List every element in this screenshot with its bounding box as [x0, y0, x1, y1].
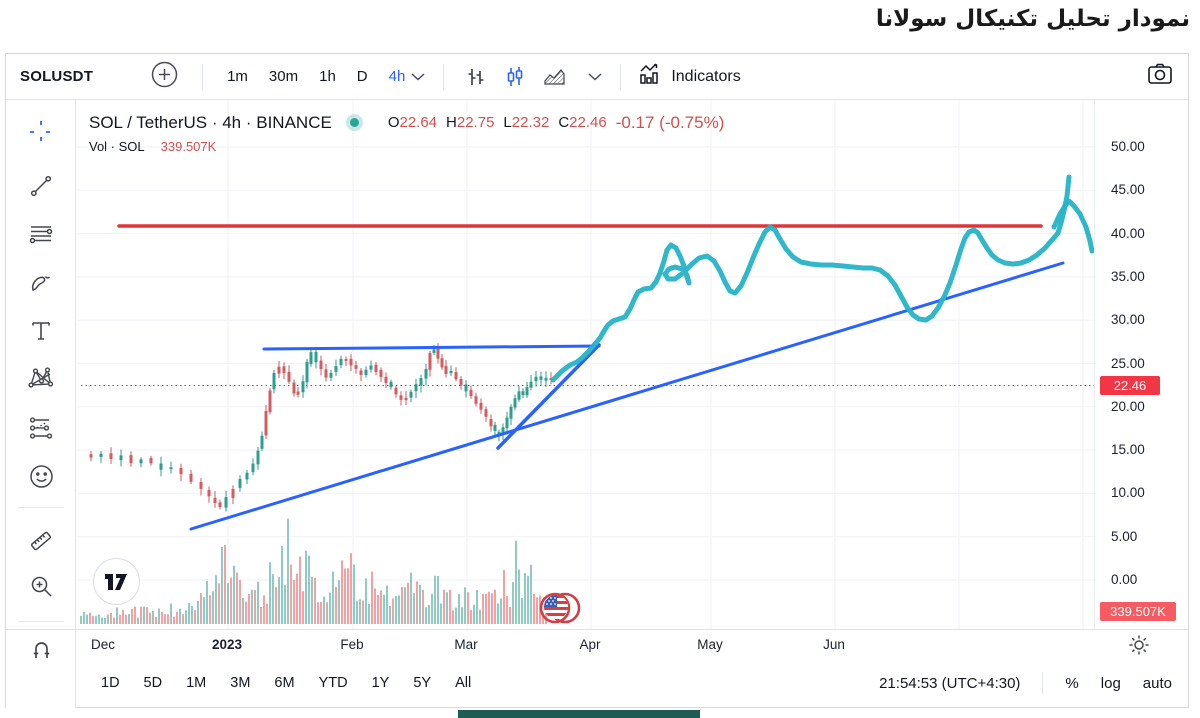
chart-type-dropdown-chevron[interactable]: [588, 68, 602, 86]
month-label-2023: 2023: [211, 637, 243, 652]
plus-circle-icon: [151, 61, 178, 93]
indicators-label: Indicators: [671, 67, 741, 85]
log-scale-button[interactable]: log: [1100, 674, 1121, 692]
ohlc-value: 22.64: [399, 114, 438, 131]
toolbar-separator: [620, 63, 622, 90]
chart-canvas[interactable]: [77, 100, 1096, 631]
chart-panel: SOLUSDT 1m 30m 1h D 4h: [5, 53, 1189, 708]
toolbar-separator: [202, 63, 204, 90]
price-tick-label: 0.00: [1111, 572, 1138, 587]
top-toolbar: SOLUSDT 1m 30m 1h D 4h: [6, 54, 1188, 100]
range-button-1d[interactable]: 1D: [101, 675, 120, 691]
sidebar-divider: [18, 621, 64, 622]
sidebar-item-magnet[interactable]: [27, 635, 55, 663]
ohlc-letter: C: [558, 114, 570, 131]
interval-button-30m[interactable]: 30m: [268, 68, 299, 85]
ohlc-value: 22.46: [569, 114, 607, 131]
sidebar-item-emoji[interactable]: [27, 462, 55, 490]
legend-volume-value: 339.507K: [160, 139, 217, 154]
price-tick-label: 10.00: [1111, 485, 1145, 501]
price-tick-label: 5.00: [1111, 528, 1138, 544]
interval-group: 1m 30m 1h D 4h: [227, 68, 405, 85]
timezone-sun-icon[interactable]: [1128, 634, 1150, 661]
price-tick-label: 35.00: [1111, 268, 1145, 284]
sidebar-item-trend-line[interactable]: [27, 172, 55, 200]
month-label-feb: Feb: [340, 637, 364, 652]
area-chart-type-icon[interactable]: [542, 65, 567, 89]
price-tick-label: 40.00: [1111, 225, 1145, 241]
sidebar-divider: [18, 507, 64, 508]
month-label-jun: Jun: [823, 637, 845, 652]
last-price-badge: 22.46: [1100, 376, 1160, 395]
interval-button-1m[interactable]: 1m: [227, 68, 248, 85]
chart-legend: SOL / TetherUS · 4h · BINANCE O 22.64 H 22.…: [89, 114, 724, 153]
sidebar-item-xabcd-pattern[interactable]: [27, 364, 55, 392]
legend-series-title: SOL / TetherUS · 4h · BINANCE: [89, 113, 332, 132]
price-axis[interactable]: 22.46 339.507K 50.00 45.00 40.00 35.00 30.00…: [1094, 100, 1188, 631]
range-button-3m[interactable]: 3M: [230, 675, 251, 691]
volume-badge: 339.507K: [1100, 602, 1176, 621]
symbol-button[interactable]: SOLUSDT: [20, 68, 94, 85]
sidebar-item-crosshair[interactable]: [27, 118, 55, 146]
page-title: نمودار تحلیل تکنیکال سولانا: [875, 6, 1190, 32]
price-tick-label: 25.00: [1111, 355, 1145, 371]
price-tick-label: 20.00: [1111, 398, 1145, 414]
bottom-toolbar: 1D 5D 1M 3M 6M YTD 1Y 5Y All 21:54:53 (UTC+4:30)…: [6, 659, 1188, 707]
ohlc-value: 22.75: [456, 114, 495, 131]
snapshot-camera-icon[interactable]: [1146, 61, 1174, 92]
price-tick-label: 50.00: [1111, 139, 1145, 154]
ohlc-value: 22.32: [511, 114, 550, 131]
us-flag-sticker: [539, 592, 581, 624]
range-button-all[interactable]: All: [455, 675, 472, 691]
month-label-apr: Apr: [579, 637, 601, 652]
month-label-mar: Mar: [454, 637, 478, 652]
sidebar-item-ruler[interactable]: [27, 527, 55, 555]
tradingview-logo: [93, 558, 140, 605]
sidebar-item-fib-retracement[interactable]: [27, 221, 55, 249]
bottom-teal-strip: [458, 710, 700, 718]
range-button-5y[interactable]: 5Y: [413, 675, 432, 691]
range-button-1m[interactable]: 1M: [186, 675, 207, 691]
price-tick-label: 30.00: [1111, 312, 1145, 328]
range-button-5d[interactable]: 5D: [143, 675, 163, 691]
ohlc-letter: L: [503, 114, 512, 131]
bar-chart-type-icon[interactable]: [464, 65, 488, 89]
month-label-dec: Dec: [90, 637, 116, 652]
price-tick-label: 15.00: [1111, 442, 1145, 458]
indicators-icon: [637, 61, 663, 92]
legend-change-value: -0.17 (-0.75%): [615, 113, 725, 132]
time-axis[interactable]: Dec 2023 Feb Mar Apr May Jun: [6, 629, 1188, 659]
range-button-6m[interactable]: 6M: [274, 675, 295, 691]
month-label-may: May: [697, 637, 723, 652]
price-tick-label: 45.00: [1111, 182, 1145, 198]
toolbar-separator: [443, 63, 445, 90]
sidebar-item-brush[interactable]: [27, 269, 55, 297]
sidebar-item-text[interactable]: [27, 317, 55, 345]
auto-scale-button[interactable]: auto: [1142, 674, 1172, 692]
clock-label[interactable]: 21:54:53 (UTC+4:30): [879, 674, 1021, 692]
add-symbol-button[interactable]: [151, 61, 178, 93]
legend-volume-label: Vol · SOL: [89, 139, 145, 154]
range-button-ytd[interactable]: YTD: [318, 675, 348, 691]
sidebar-item-forecast[interactable]: [27, 414, 55, 442]
interval-dropdown-chevron[interactable]: [411, 68, 425, 86]
candle-chart-type-icon-active[interactable]: [503, 65, 527, 89]
interval-button-D[interactable]: D: [356, 68, 368, 85]
interval-button-1h[interactable]: 1h: [319, 68, 336, 85]
ohlc-letter: O: [387, 114, 400, 131]
legend-ohlc-values: O 22.64 H 22.75 L 22.32 C 22.46: [379, 115, 607, 130]
indicators-button[interactable]: Indicators: [637, 61, 741, 92]
date-range-group: 1D 5D 1M 3M 6M YTD 1Y 5Y All: [101, 675, 471, 691]
interval-button-4h[interactable]: 4h: [388, 68, 406, 85]
range-button-1y[interactable]: 1Y: [371, 675, 390, 691]
percent-scale-button[interactable]: %: [1065, 674, 1079, 692]
bottom-separator: [1042, 672, 1044, 694]
bottom-right-group: 21:54:53 (UTC+4:30) % log auto: [879, 672, 1172, 694]
chart-type-group: [464, 65, 602, 89]
drawing-toolbar: [6, 100, 76, 708]
sidebar-item-zoom-in[interactable]: [27, 572, 55, 600]
data-source-dot-icon: [345, 114, 363, 131]
ohlc-letter: H: [446, 114, 457, 131]
